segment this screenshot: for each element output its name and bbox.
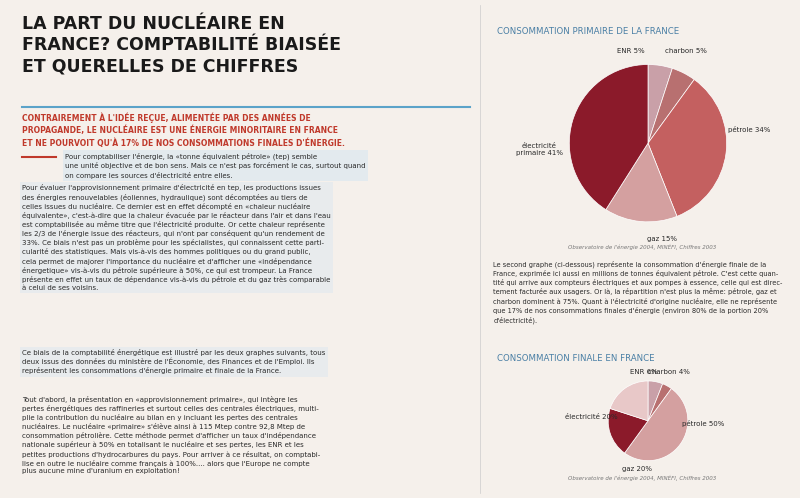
Text: CONTRAIREMENT À L'IDÉE REÇUE, ALIMENTÉE PAR DES ANNÉES DE
PROPAGANDE, LE NUCLÉAI: CONTRAIREMENT À L'IDÉE REÇUE, ALIMENTÉE … <box>22 112 345 147</box>
Text: pétrole 50%: pétrole 50% <box>682 420 724 427</box>
Text: CONSOMMATION FINALE EN FRANCE: CONSOMMATION FINALE EN FRANCE <box>497 354 654 363</box>
Text: gaz 15%: gaz 15% <box>647 236 677 242</box>
Text: pétrole 34%: pétrole 34% <box>727 125 770 132</box>
Wedge shape <box>648 384 671 421</box>
Text: Le second graphe (ci-dessous) représente la consommation d'énergie finale de la
: Le second graphe (ci-dessous) représente… <box>494 260 783 324</box>
Wedge shape <box>648 68 694 143</box>
Wedge shape <box>648 64 672 143</box>
Text: ENR 6%: ENR 6% <box>630 369 658 375</box>
Text: Ce biais de la comptabilité énergétique est illustré par les deux graphes suivan: Ce biais de la comptabilité énergétique … <box>22 349 326 374</box>
Wedge shape <box>648 381 662 421</box>
Text: ENR 5%: ENR 5% <box>617 48 645 54</box>
Text: charbon 4%: charbon 4% <box>648 369 690 375</box>
Wedge shape <box>625 388 688 461</box>
Wedge shape <box>608 408 648 453</box>
Wedge shape <box>648 80 726 216</box>
Text: Observatoire de l'énergie 2004, MINÉFI, Chiffres 2003: Observatoire de l'énergie 2004, MINÉFI, … <box>568 244 716 249</box>
Wedge shape <box>610 381 648 421</box>
Text: électricité 20%: électricité 20% <box>565 414 618 420</box>
Text: Pour comptabiliser l'énergie, la «tonne équivalent pétrole» (tep) semble
une uni: Pour comptabiliser l'énergie, la «tonne … <box>65 153 366 179</box>
Text: électricité
primaire 41%: électricité primaire 41% <box>516 143 563 156</box>
Text: gaz 20%: gaz 20% <box>622 467 652 473</box>
Text: Tout d'abord, la présentation en «approvisionnement primaire», qui intègre les
p: Tout d'abord, la présentation en «approv… <box>22 396 321 475</box>
Wedge shape <box>570 64 648 210</box>
Text: LA PART DU NUCLÉAIRE EN
FRANCE? COMPTABILITÉ BIAISÉE
ET QUERELLES DE CHIFFRES: LA PART DU NUCLÉAIRE EN FRANCE? COMPTABI… <box>22 15 342 76</box>
Text: CONSOMMATION PRIMAIRE DE LA FRANCE: CONSOMMATION PRIMAIRE DE LA FRANCE <box>497 26 679 36</box>
Wedge shape <box>606 143 677 222</box>
Text: charbon 5%: charbon 5% <box>665 48 706 54</box>
Text: Pour évaluer l'approvisionnement primaire d'électricité en tep, les productions : Pour évaluer l'approvisionnement primair… <box>22 184 331 290</box>
Text: Observatoire de l'énergie 2004, MINÉFI, Chiffres 2003: Observatoire de l'énergie 2004, MINÉFI, … <box>568 475 716 481</box>
